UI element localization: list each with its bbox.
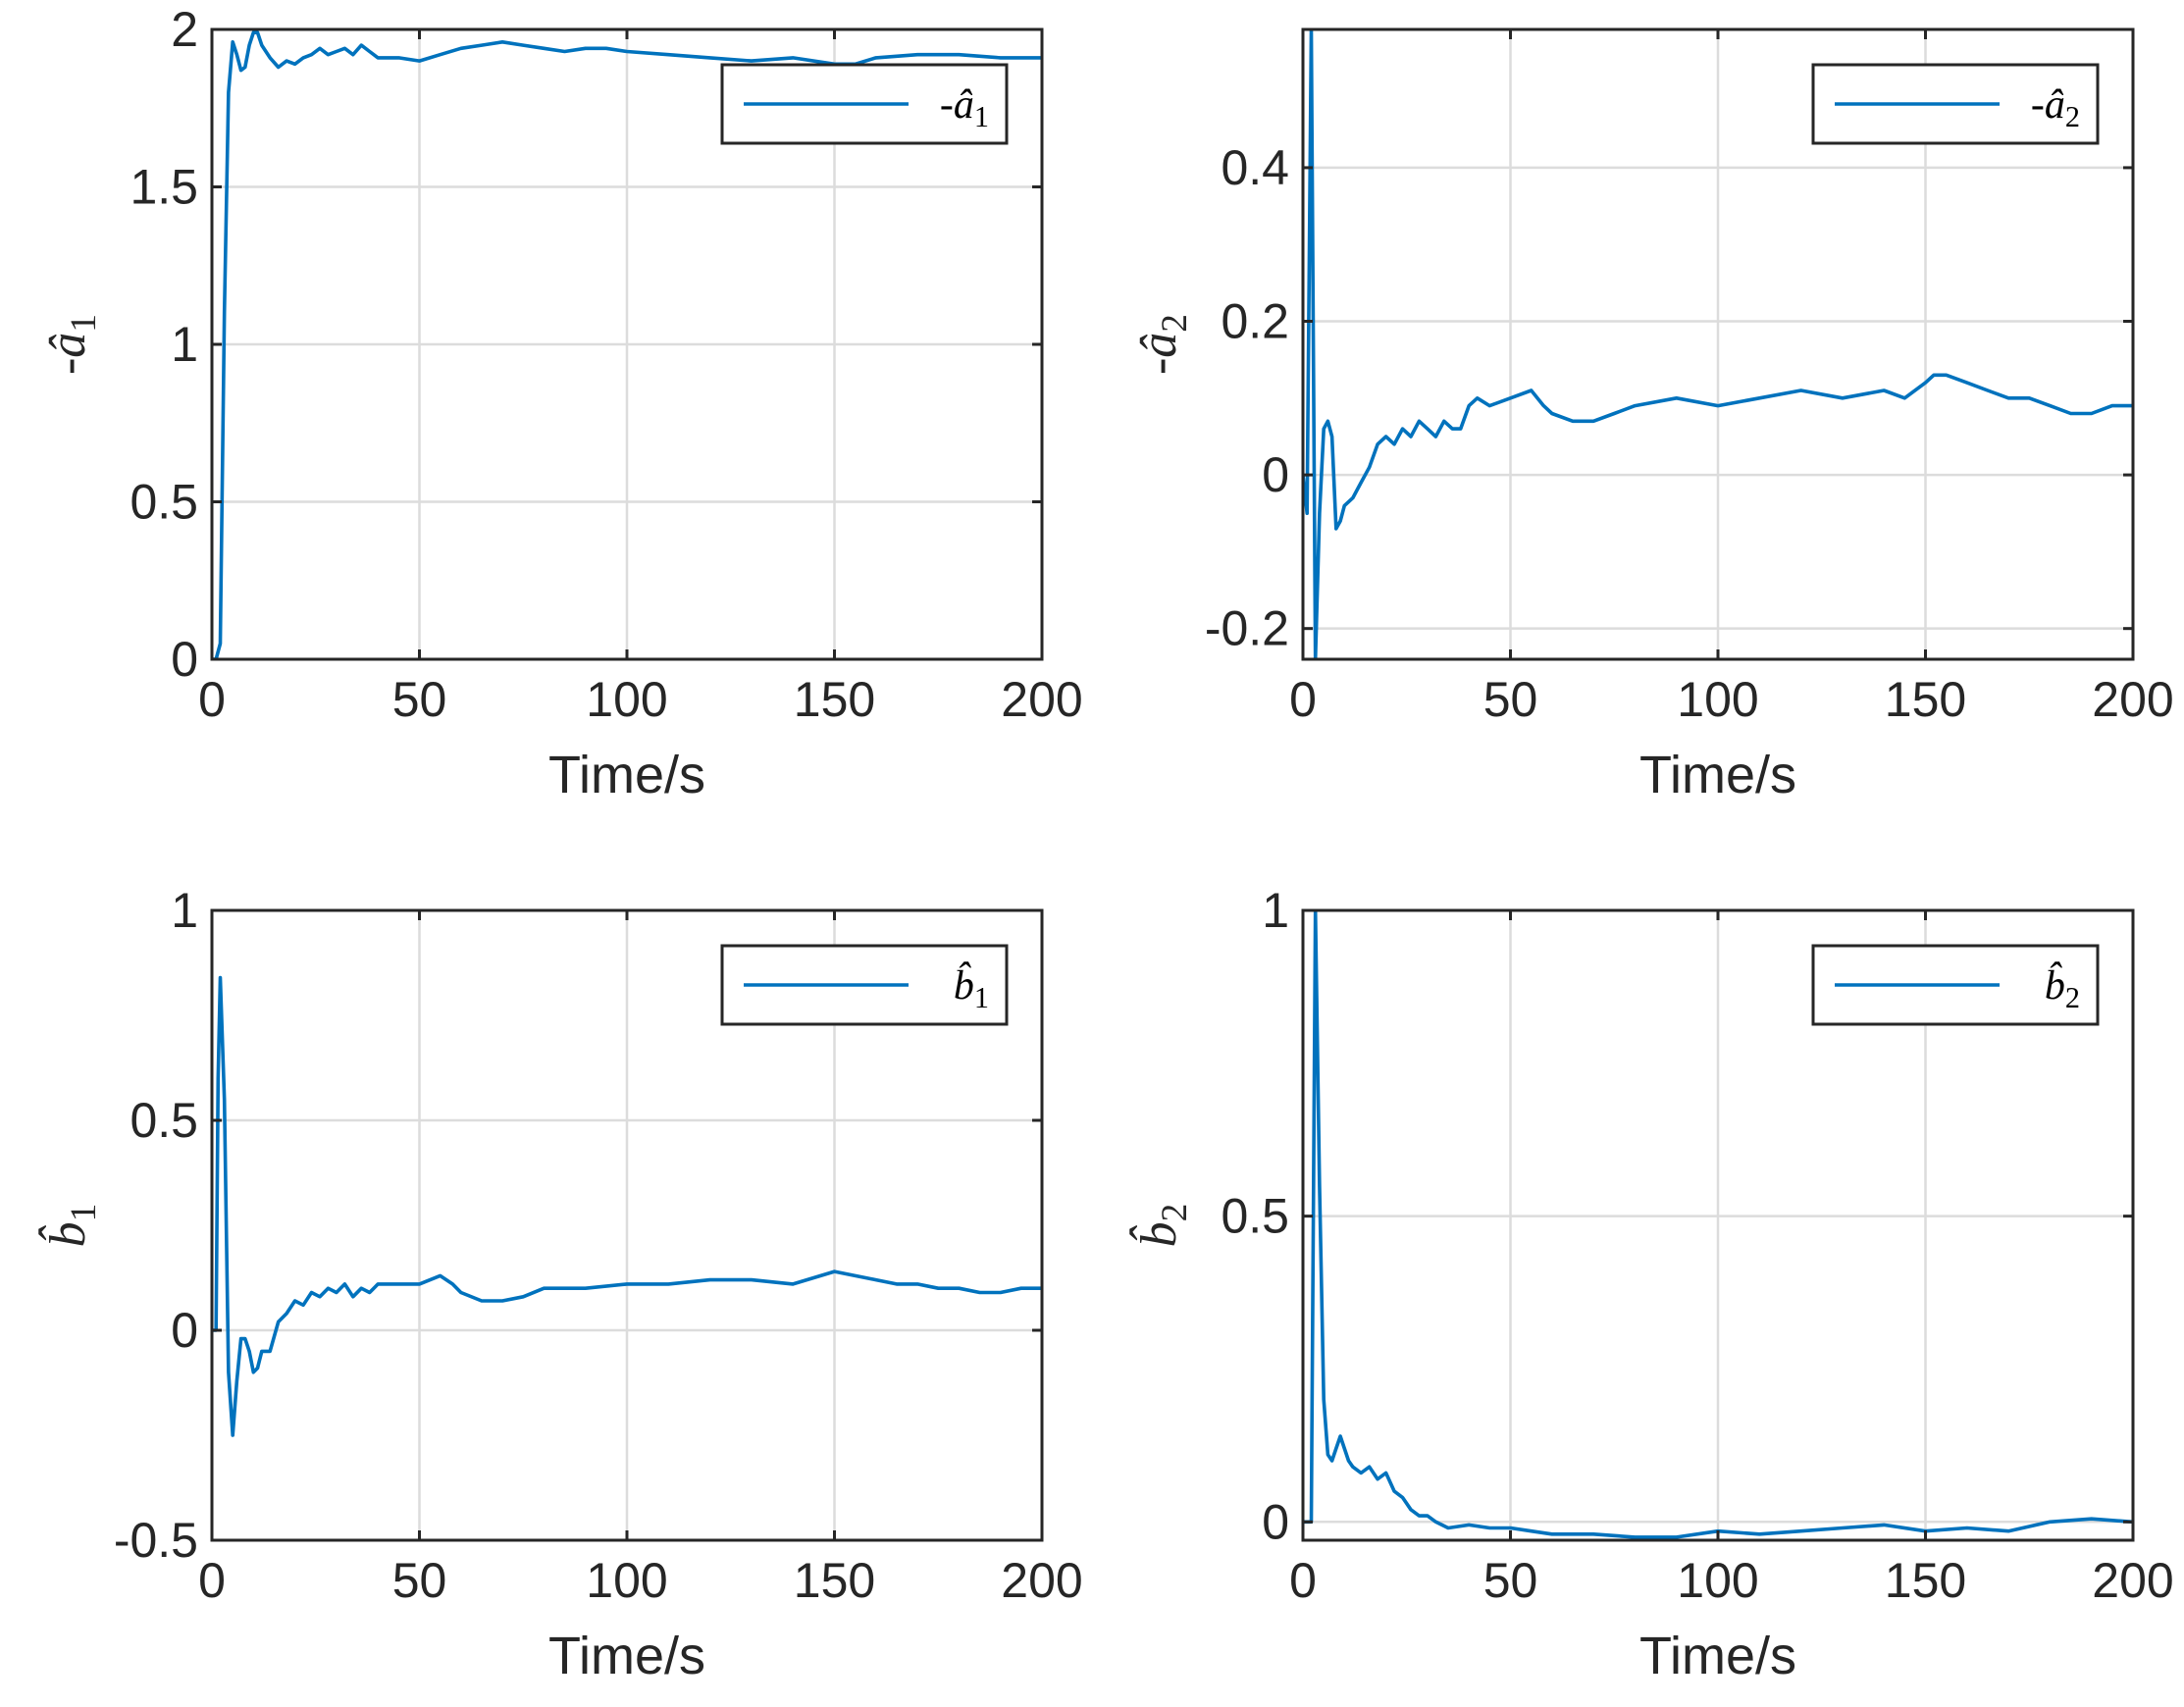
y-axis-label: b̂1 xyxy=(38,1204,105,1248)
x-tick-label: 0 xyxy=(198,672,226,727)
y-tick-label: 0.2 xyxy=(1221,294,1289,349)
x-tick-label: 0 xyxy=(1289,1553,1317,1608)
x-tick-label: 150 xyxy=(794,672,875,727)
x-tick-label: 200 xyxy=(2092,672,2173,727)
x-tick-label: 50 xyxy=(1483,672,1538,727)
y-tick-label: 0.5 xyxy=(1221,1189,1289,1244)
y-tick-label: -0.5 xyxy=(114,1513,198,1568)
y-tick-label: 0.4 xyxy=(1221,140,1289,195)
y-tick-label: 2 xyxy=(171,2,198,57)
y-tick-label: 0 xyxy=(171,632,198,687)
y-tick-label: 0.5 xyxy=(130,475,198,530)
legend: -â2 xyxy=(1811,63,2100,145)
x-tick-label: 150 xyxy=(1885,1553,1966,1608)
y-axis-label: -â2 xyxy=(1131,314,1195,375)
y-tick-label: 0 xyxy=(171,1303,198,1358)
legend-label: -â2 xyxy=(2031,82,2080,133)
y-axis-label: b̂2 xyxy=(1129,1204,1196,1248)
x-tick-label: 0 xyxy=(198,1553,226,1608)
x-tick-label: 100 xyxy=(1677,1553,1758,1608)
x-tick-label: 200 xyxy=(1001,672,1082,727)
series-line-1 xyxy=(212,30,1042,659)
legend: b̂2 xyxy=(1811,944,2100,1026)
series-line-1 xyxy=(212,975,1042,1437)
legend-label: b̂2 xyxy=(2045,961,2080,1014)
y-tick-label: 1 xyxy=(171,317,198,372)
y-tick-label: 1 xyxy=(1262,883,1289,938)
series-line-1 xyxy=(1303,910,2133,1539)
legend: -â1 xyxy=(720,63,1009,145)
y-tick-label: 0 xyxy=(1262,447,1289,502)
y-tick-label: 1 xyxy=(171,883,198,938)
y-tick-label: 1.5 xyxy=(130,160,198,215)
x-tick-label: 0 xyxy=(1289,672,1317,727)
x-tick-label: 150 xyxy=(1885,672,1966,727)
x-axis-label: Time/s xyxy=(548,1627,705,1685)
y-axis-label: -â1 xyxy=(40,314,104,375)
x-tick-label: 100 xyxy=(1677,672,1758,727)
chart-panel-4: 0 50 100 150 200 0 0.5 1 Time/s b̂2 b̂2 xyxy=(1129,883,2174,1685)
x-tick-label: 50 xyxy=(392,672,447,727)
x-tick-label: 150 xyxy=(794,1553,875,1608)
y-tick-label: 0 xyxy=(1262,1494,1289,1549)
y-tick-label: -0.2 xyxy=(1205,601,1289,656)
legend: b̂1 xyxy=(720,944,1009,1026)
legend-label: -â1 xyxy=(940,82,989,133)
x-tick-label: 200 xyxy=(2092,1553,2173,1608)
legend-label: b̂1 xyxy=(954,961,989,1014)
x-axis-label: Time/s xyxy=(548,746,705,804)
x-axis-label: Time/s xyxy=(1639,746,1796,804)
x-axis-label: Time/s xyxy=(1639,1627,1796,1685)
y-tick-label: 0.5 xyxy=(130,1093,198,1148)
x-tick-label: 100 xyxy=(586,1553,667,1608)
x-tick-label: 200 xyxy=(1001,1553,1082,1608)
series-line-1 xyxy=(1303,29,2133,659)
x-tick-label: 100 xyxy=(586,672,667,727)
chart-panel-1: 0 50 100 150 200 0 0.5 1 1.5 2 Time/s -â1 -â1 xyxy=(40,2,1083,804)
x-tick-label: 50 xyxy=(392,1553,447,1608)
x-tick-label: 50 xyxy=(1483,1553,1538,1608)
